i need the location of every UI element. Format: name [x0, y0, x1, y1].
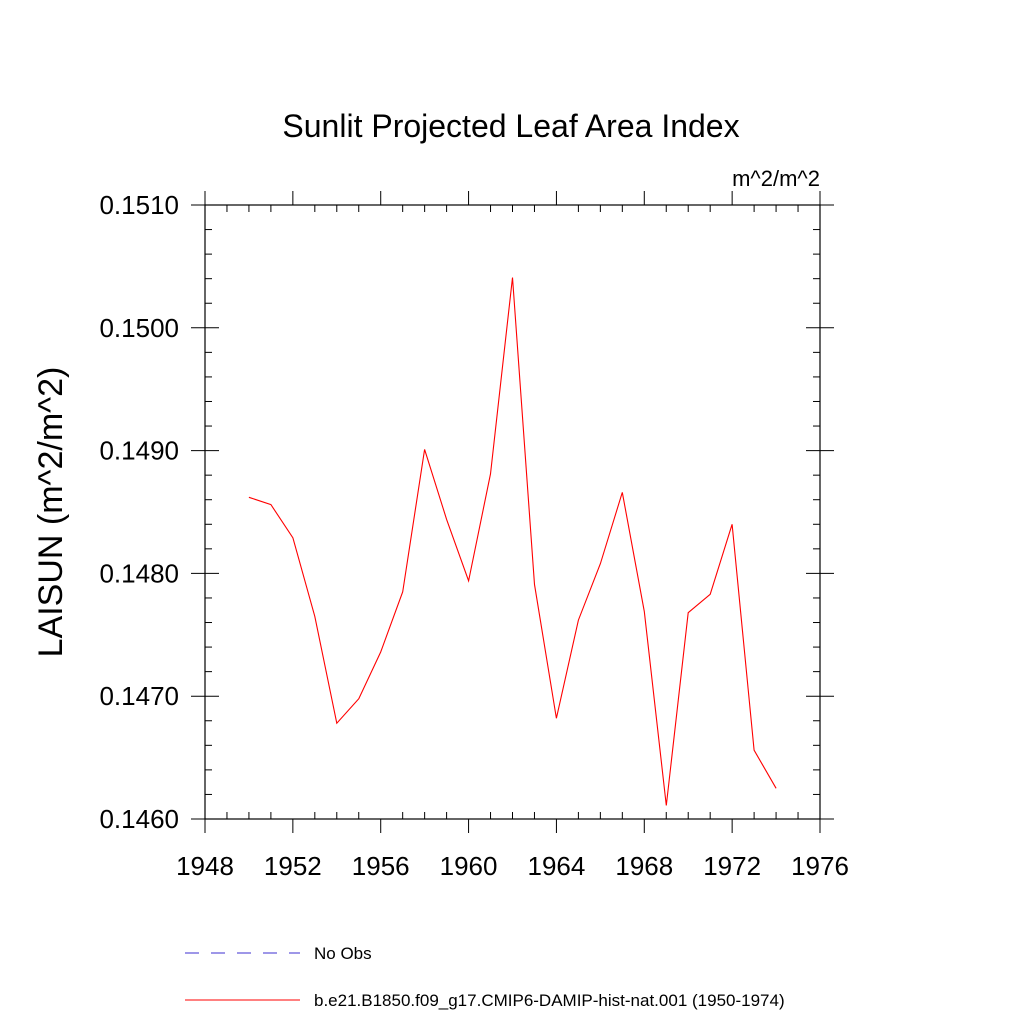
y-tick-label-2: 0.1480	[99, 558, 179, 588]
data-point-1-18	[643, 610, 645, 612]
data-point-1-9	[445, 518, 447, 520]
x-tick-label-0: 1948	[176, 851, 234, 881]
y-tick-label-0: 0.1460	[99, 804, 179, 834]
data-point-1-14	[555, 717, 557, 719]
data-point-1-19	[665, 804, 667, 806]
y-axis-label: LAISUN (m^2/m^2)	[32, 367, 70, 658]
data-point-1-23	[753, 749, 755, 751]
data-point-1-7	[401, 591, 403, 593]
chart-title: Sunlit Projected Leaf Area Index	[282, 108, 739, 144]
series-layer	[248, 276, 777, 806]
x-tick-label-4: 1964	[528, 851, 586, 881]
x-tick-label-2: 1956	[352, 851, 410, 881]
data-point-1-6	[380, 651, 382, 653]
data-point-1-16	[599, 562, 601, 564]
data-point-1-15	[577, 619, 579, 621]
x-tick-label-7: 1976	[791, 851, 849, 881]
y-tick-label-1: 0.1470	[99, 681, 179, 711]
data-point-1-10	[467, 580, 469, 582]
data-point-1-8	[423, 448, 425, 450]
y-tick-label-5: 0.1510	[99, 190, 179, 220]
data-point-1-21	[709, 593, 711, 595]
data-point-1-11	[489, 473, 491, 475]
axis-ticks	[191, 191, 834, 833]
data-point-1-17	[621, 491, 623, 493]
data-point-1-3	[314, 615, 316, 617]
legend-item-no-obs: No Obs	[185, 944, 372, 963]
legend-label-model: b.e21.B1850.f09_g17.CMIP6-DAMIP-hist-nat…	[314, 991, 785, 1010]
data-point-1-0	[248, 496, 250, 498]
y-tick-label-3: 0.1490	[99, 436, 179, 466]
data-point-1-24	[775, 787, 777, 789]
series-line-1	[248, 277, 777, 806]
data-point-1-1	[270, 503, 272, 505]
x-tick-label-3: 1960	[440, 851, 498, 881]
data-point-1-4	[336, 722, 338, 724]
y-tick-label-4: 0.1500	[99, 313, 179, 343]
legend-item-model: b.e21.B1850.f09_g17.CMIP6-DAMIP-hist-nat…	[185, 991, 785, 1010]
x-tick-label-5: 1968	[615, 851, 673, 881]
data-point-1-12	[511, 276, 513, 278]
legend-label-no-obs: No Obs	[314, 944, 372, 963]
units-label: m^2/m^2	[732, 166, 820, 191]
data-point-1-13	[533, 583, 535, 585]
x-tick-label-6: 1972	[703, 851, 761, 881]
data-point-1-5	[358, 697, 360, 699]
plot-frame	[204, 204, 821, 820]
axis-tick-labels: 1948 1952 1956 1960 1964 1968 1972 1976 0.1460 0.…	[99, 190, 848, 881]
data-point-1-20	[687, 611, 689, 613]
data-point-1-2	[292, 537, 294, 539]
x-tick-label-1: 1952	[264, 851, 322, 881]
data-point-1-22	[731, 523, 733, 525]
legend: No Obs b.e21.B1850.f09_g17.CMIP6-DAMIP-h…	[185, 944, 785, 1010]
